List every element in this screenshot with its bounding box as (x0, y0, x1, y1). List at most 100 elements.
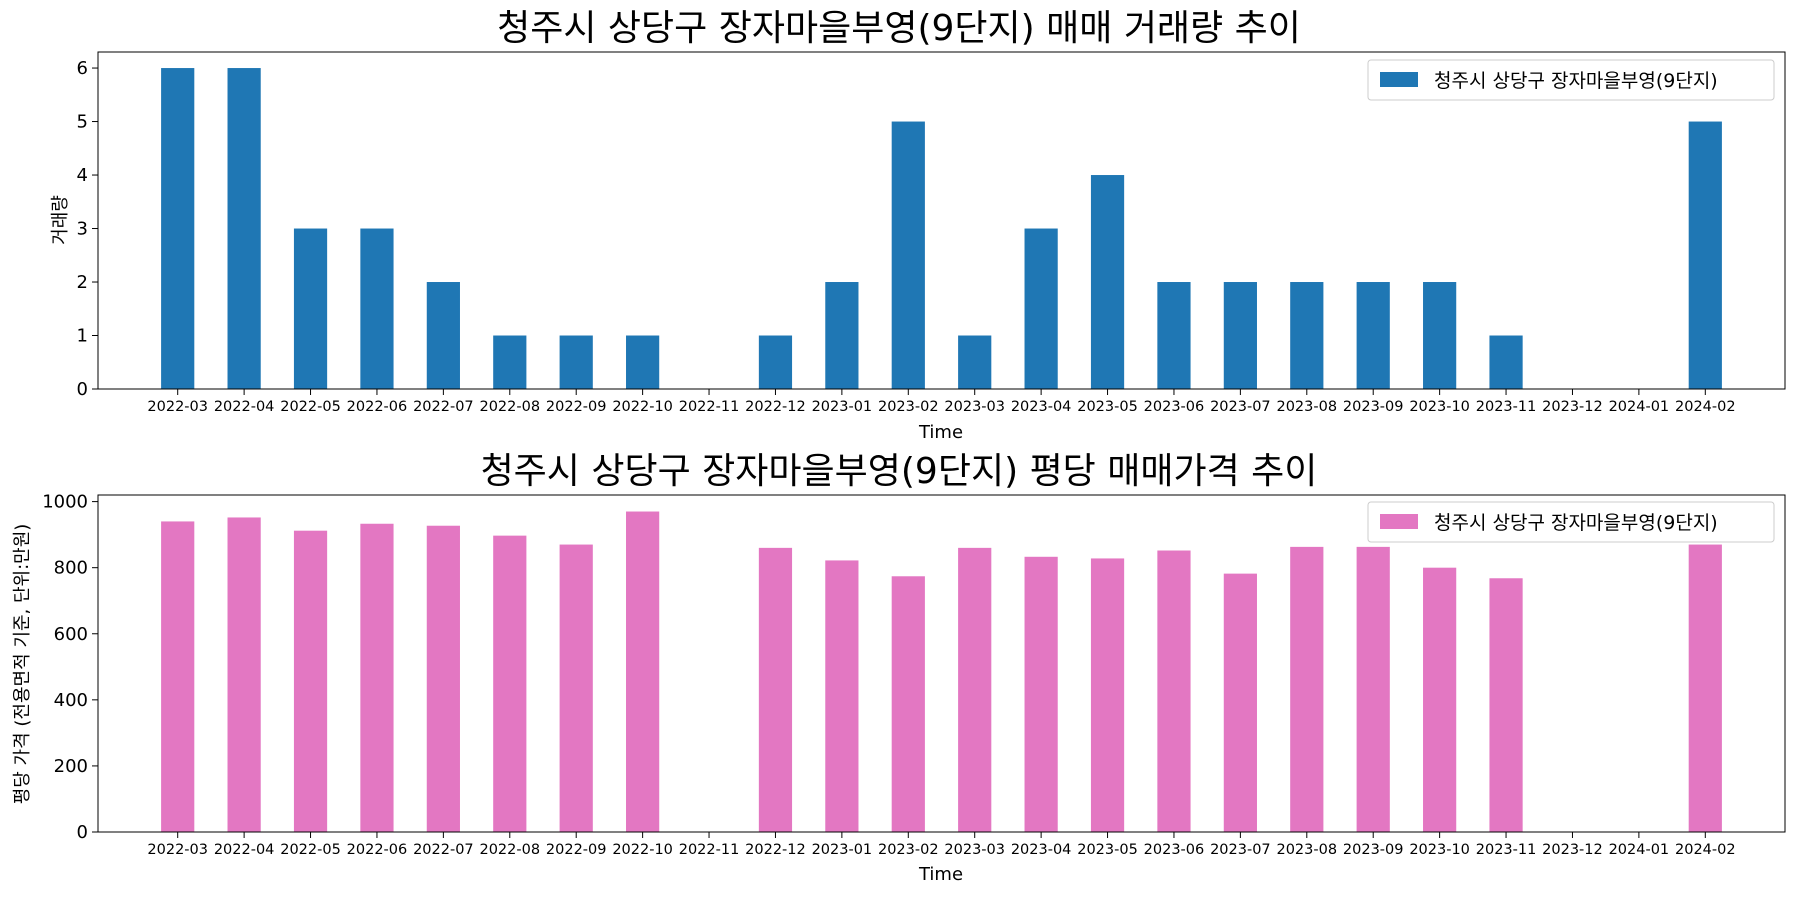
bar (493, 535, 527, 832)
bar (1688, 544, 1722, 832)
bar (360, 228, 394, 389)
bar-group (161, 511, 1722, 832)
x-tick-label: 2023-12 (1542, 399, 1603, 415)
x-tick-label: 2022-03 (147, 842, 208, 858)
y-tick-label: 1000 (42, 492, 88, 513)
legend-frame (1367, 59, 1775, 101)
bar (1157, 550, 1191, 832)
x-tick-label: 2023-11 (1476, 842, 1537, 858)
x-tick-label: 2023-03 (944, 842, 1005, 858)
bar (958, 335, 992, 389)
x-tick-label: 2023-02 (878, 842, 939, 858)
bar (891, 121, 925, 390)
x-tick-label: 2023-11 (1476, 399, 1537, 415)
x-axis-label: Time (918, 422, 963, 443)
y-tick-label: 400 (54, 690, 88, 711)
bar (1423, 567, 1457, 832)
x-tick-label: 2023-06 (1144, 399, 1205, 415)
x-tick-label: 2023-10 (1409, 842, 1470, 858)
price-chart: 청주시 상당구 장자마을부영(9단지) 평당 매매가격 추이 0 200 400 60… (12, 451, 1786, 885)
y-axis-ticks: 0 200 400 600 800 1000 (42, 492, 98, 843)
x-axis-label: Time (918, 864, 963, 885)
x-tick-label: 2024-01 (1609, 399, 1670, 415)
y-tick-label: 4 (77, 165, 88, 186)
bar (426, 282, 460, 389)
bar (161, 68, 195, 390)
x-tick-label: 2022-04 (214, 842, 275, 858)
bar (626, 511, 660, 832)
x-tick-label: 2022-03 (147, 399, 208, 415)
plot-frame (97, 494, 1786, 833)
bar (1090, 558, 1125, 832)
x-tick-label: 2022-05 (280, 842, 341, 858)
y-tick-label: 1 (77, 326, 88, 347)
x-tick-label: 2022-10 (612, 842, 673, 858)
y-tick-label: 5 (77, 112, 88, 133)
bar (1290, 546, 1324, 832)
x-tick-label: 2022-09 (546, 842, 607, 858)
bar (426, 525, 460, 832)
bar (1290, 282, 1324, 389)
x-tick-label: 2023-05 (1077, 399, 1138, 415)
x-tick-label: 2023-03 (944, 399, 1005, 415)
x-tick-label: 2023-04 (1011, 399, 1072, 415)
y-tick-label: 6 (77, 58, 88, 79)
x-tick-label: 2022-12 (745, 842, 806, 858)
x-tick-label: 2023-08 (1276, 842, 1337, 858)
bar (958, 547, 992, 832)
bar (161, 521, 195, 832)
x-tick-label: 2023-05 (1077, 842, 1138, 858)
bar (227, 68, 261, 390)
bar (626, 335, 660, 389)
x-tick-label: 2023-09 (1343, 842, 1404, 858)
legend-label: 청주시 상당구 장자마을부영(9단지) (1434, 512, 1718, 534)
bar (758, 335, 793, 389)
bar (493, 335, 527, 389)
x-tick-label: 2023-06 (1144, 842, 1205, 858)
x-tick-label: 2022-07 (413, 842, 474, 858)
x-tick-label: 2022-05 (280, 399, 341, 415)
legend: 청주시 상당구 장자마을부영(9단지) (1367, 59, 1775, 101)
legend: 청주시 상당구 장자마을부영(9단지) (1367, 501, 1775, 543)
bar (1024, 228, 1058, 389)
chart-title: 청주시 상당구 장자마을부영(9단지) 평당 매매가격 추이 (481, 451, 1318, 492)
legend-swatch (1380, 514, 1418, 529)
x-tick-label: 2022-12 (745, 399, 806, 415)
bar (1157, 282, 1191, 389)
bar (1223, 573, 1257, 832)
chart-title: 청주시 상당구 장자마을부영(9단지) 매매 거래량 추이 (497, 8, 1301, 49)
plot-frame (97, 51, 1786, 390)
bar (1688, 121, 1722, 390)
legend-swatch (1380, 72, 1418, 87)
y-tick-label: 0 (77, 822, 88, 843)
x-tick-label: 2024-01 (1609, 842, 1670, 858)
x-tick-label: 2023-10 (1409, 399, 1470, 415)
bar (1223, 282, 1257, 389)
x-tick-label: 2022-07 (413, 399, 474, 415)
bar (1024, 556, 1058, 832)
x-axis-ticks: 2022-03 2022-04 2022-05 2022-06 2022-07 2022-… (147, 389, 1736, 415)
y-tick-label: 800 (54, 558, 88, 579)
y-tick-label: 0 (77, 379, 88, 400)
x-tick-label: 2022-11 (679, 399, 740, 415)
x-tick-label: 2023-02 (878, 399, 939, 415)
x-tick-label: 2022-06 (347, 399, 408, 415)
x-tick-label: 2022-11 (679, 842, 740, 858)
bar (293, 228, 328, 389)
x-tick-label: 2022-04 (214, 399, 275, 415)
bar (360, 523, 394, 832)
x-tick-label: 2023-07 (1210, 842, 1271, 858)
x-tick-label: 2023-07 (1210, 399, 1271, 415)
bar (825, 560, 859, 832)
legend-label: 청주시 상당구 장자마을부영(9단지) (1434, 70, 1718, 92)
y-tick-label: 600 (54, 624, 88, 645)
x-tick-label: 2023-08 (1276, 399, 1337, 415)
x-tick-label: 2022-10 (612, 399, 673, 415)
bar (1356, 282, 1390, 389)
y-axis-ticks: 0 1 2 3 4 5 6 (77, 58, 98, 400)
bar (825, 282, 859, 389)
bar (758, 547, 793, 832)
bar (1356, 546, 1390, 832)
x-tick-label: 2022-08 (479, 399, 540, 415)
